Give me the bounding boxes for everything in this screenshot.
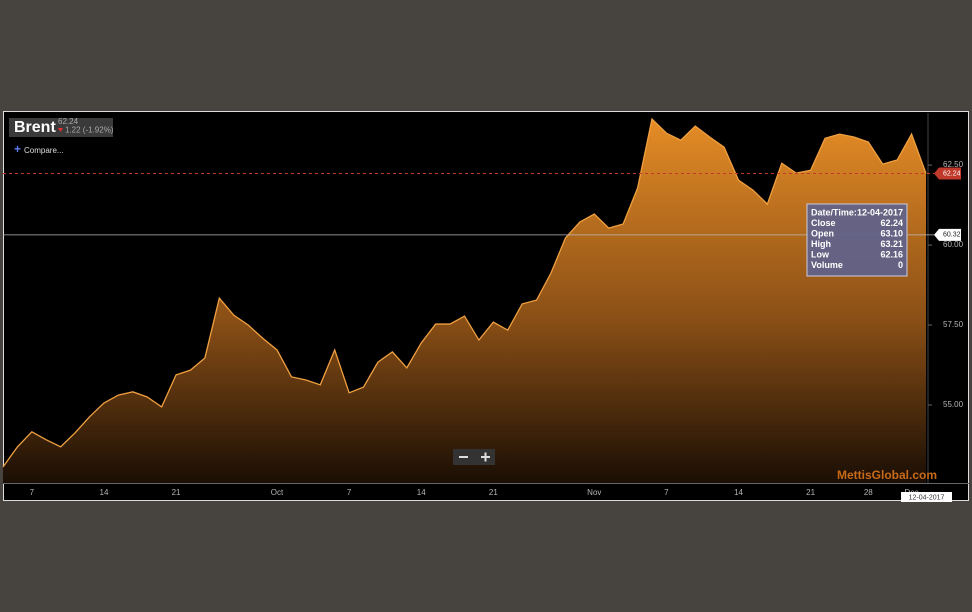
last-price-label: 62.24 (943, 170, 961, 177)
down-arrow (58, 128, 63, 132)
symbol-title: Brent (14, 119, 56, 136)
x-tick-label: 21 (806, 488, 815, 497)
price-line (2, 117, 927, 468)
x-tick-label: Nov (587, 488, 601, 497)
date-flag (901, 492, 952, 502)
symbol-badge (9, 118, 113, 137)
y-tick-label: 57.50 (943, 320, 964, 329)
crosshair-label: 60.32 (943, 232, 961, 239)
compare-button[interactable]: Compare... (24, 146, 64, 155)
tooltip-value: 63.21 (880, 239, 903, 249)
x-tick-label: 14 (734, 488, 743, 497)
tooltip-label: Low (811, 249, 830, 259)
y-tick-label: 55.00 (943, 400, 964, 409)
x-tick-label: 21 (489, 488, 498, 497)
watermark: MettisGlobal.com (837, 468, 937, 482)
last-price-flag (934, 167, 961, 180)
y-tick-label: 62.50 (943, 160, 964, 169)
badge-change: 1.22 (-1.92%) (65, 126, 114, 135)
tooltip-value: 63.10 (880, 228, 903, 238)
x-tick-label: 7 (347, 488, 352, 497)
y-tick-label: 60.00 (943, 240, 964, 249)
tooltip-label: Open (811, 228, 834, 238)
tooltip-label: Close (811, 218, 836, 228)
tooltip (806, 203, 908, 277)
plot (2, 117, 927, 484)
x-tick-label: 28 (864, 488, 873, 497)
tooltip-value: 62.24 (880, 218, 903, 228)
area-fill (3, 119, 926, 484)
compare-plus[interactable]: + (14, 142, 21, 156)
tooltip-label: Volume (811, 260, 843, 270)
x-tick-label: 7 (30, 488, 35, 497)
tooltip-value: 12-04-2017 (857, 207, 903, 217)
x-tick-label: 14 (100, 488, 109, 497)
crosshair-flag (934, 228, 961, 241)
x-tick-label: 14 (417, 488, 426, 497)
tooltip-value: 0 (898, 260, 903, 270)
date-flag-label: 12-04-2017 (909, 494, 945, 501)
x-tick-label: Oct (271, 488, 284, 497)
tooltip-value: 62.16 (880, 249, 903, 259)
badge-price: 62.24 (58, 117, 79, 126)
tooltip-label: High (811, 239, 831, 249)
zoom-in[interactable] (481, 452, 490, 462)
tooltip-label: Date/Time: (811, 207, 857, 217)
x-tick-label: 21 (172, 488, 181, 497)
x-tick-label: 7 (664, 488, 669, 497)
